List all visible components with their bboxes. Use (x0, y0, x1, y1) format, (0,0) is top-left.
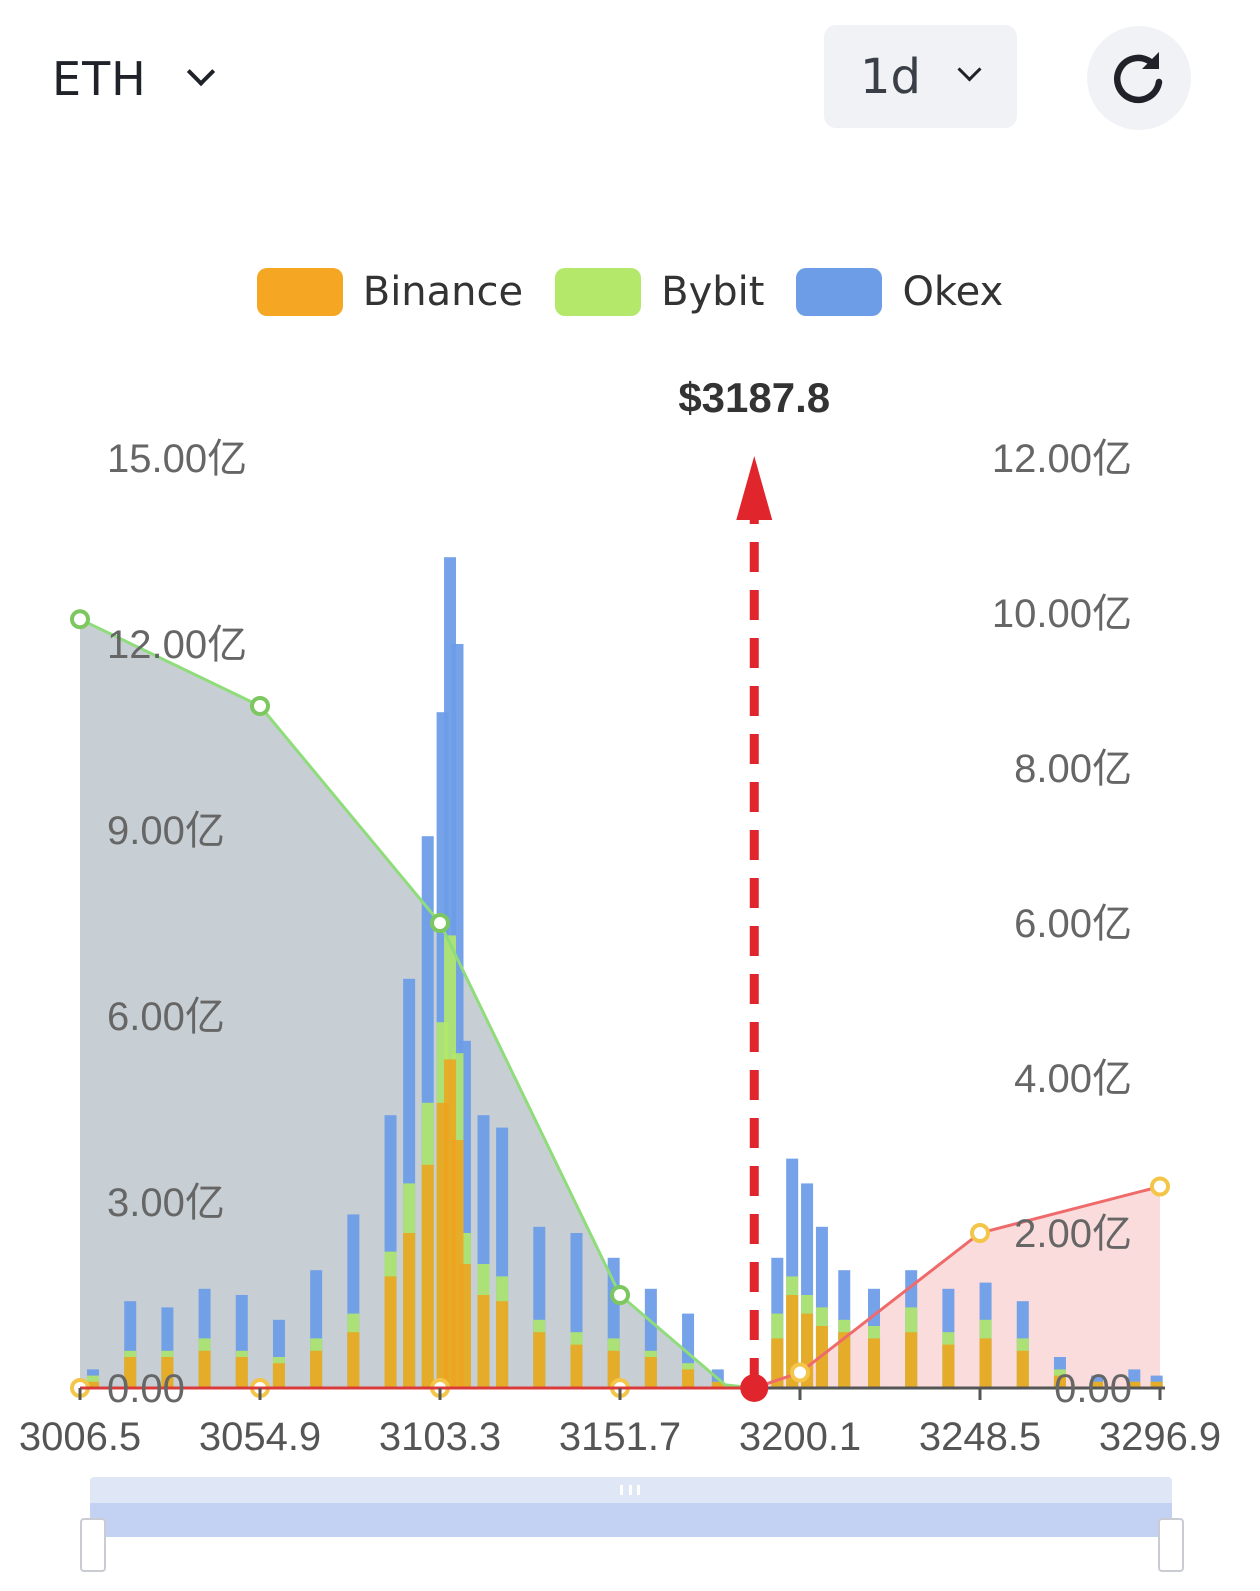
bar (1016, 1350, 1029, 1388)
cumulative-long-area (754, 1186, 1160, 1388)
legend-swatch (256, 268, 343, 316)
current-price-dot (740, 1374, 769, 1402)
left-axis-label: 6.00亿 (107, 995, 225, 1039)
right-axis-label: 8.00亿 (1014, 747, 1132, 791)
short-point (610, 1285, 630, 1305)
interval-label: 1d (860, 48, 922, 105)
short-point (430, 913, 450, 933)
bar (477, 1295, 490, 1388)
bar (458, 1264, 471, 1388)
bar (838, 1332, 851, 1388)
arrow-up-icon (736, 456, 773, 520)
legend-item-okex[interactable]: Okex (796, 268, 1003, 316)
x-tick-label: 3248.5 (919, 1415, 1041, 1459)
short-point (70, 609, 90, 630)
right-axis-label: 12.00亿 (992, 437, 1132, 481)
bar (310, 1350, 323, 1388)
liquidation-chart: 3006.5 3054.9 3103.3 3151.7 3200.1 3248.5 3296… (19, 374, 1221, 1459)
symbol-selector[interactable]: ETH (52, 46, 215, 112)
refresh-icon (1113, 52, 1163, 104)
chevron-down-icon (957, 57, 982, 82)
zoom-slider-selection (90, 1503, 1172, 1537)
zoom-handle-left[interactable] (80, 1518, 106, 1572)
right-axis-label: 4.00亿 (1014, 1057, 1132, 1101)
bar (272, 1363, 285, 1388)
bar (682, 1369, 695, 1388)
x-tick-label: 3296.9 (1099, 1415, 1221, 1459)
bar (1150, 1381, 1163, 1388)
long-point (790, 1362, 810, 1383)
left-axis-label: 12.00亿 (107, 623, 247, 667)
bar (771, 1338, 784, 1388)
legend-swatch (555, 268, 642, 316)
legend-swatch (796, 268, 883, 316)
bar (1091, 1381, 1104, 1388)
bar (979, 1338, 992, 1388)
x-tick-label: 3103.3 (379, 1415, 501, 1459)
bar (533, 1332, 546, 1388)
symbol-label: ETH (52, 52, 147, 106)
left-axis-label: 3.00亿 (107, 1181, 225, 1225)
cumulative-long-line (753, 1185, 1161, 1390)
legend-item-binance[interactable]: Binance (256, 268, 524, 316)
bar (1128, 1381, 1141, 1388)
cumulative-short-area (80, 619, 755, 1388)
bar (1053, 1375, 1066, 1388)
refresh-button[interactable] (1087, 26, 1191, 130)
interval-selector[interactable]: 1d (824, 25, 1017, 128)
cumulative-short-line (79, 617, 755, 1390)
long-point (970, 1223, 990, 1243)
x-tick-label: 3006.5 (19, 1415, 141, 1459)
left-axis-label: 15.00亿 (107, 437, 247, 481)
bar (347, 1332, 360, 1388)
bar (235, 1357, 248, 1388)
bar (198, 1350, 211, 1388)
x-tick-label: 3200.1 (739, 1415, 861, 1459)
chevron-down-icon (186, 57, 215, 87)
bar (421, 1164, 434, 1388)
bar (384, 1276, 397, 1388)
left-axis-label: 0.00 (107, 1367, 185, 1411)
x-tick-label: 3151.7 (559, 1415, 681, 1459)
zoom-grip-icon[interactable] (620, 1485, 640, 1495)
right-axis-label: 10.00亿 (992, 592, 1132, 636)
bar (87, 1381, 100, 1388)
bar (403, 1233, 416, 1388)
left-axis-label: 9.00亿 (107, 809, 225, 853)
bar (161, 1357, 174, 1388)
bar (644, 1357, 657, 1388)
bar (711, 1381, 724, 1388)
long-point (1150, 1176, 1170, 1197)
x-tick-label: 3054.9 (199, 1415, 321, 1459)
header: ETH 1d (0, 0, 1260, 160)
bar (868, 1338, 881, 1388)
legend-label: Okex (902, 269, 1004, 315)
right-axis-label: 6.00亿 (1014, 902, 1132, 946)
legend: Binance Bybit Okex (0, 262, 1260, 322)
bar (496, 1301, 509, 1388)
legend-label: Bybit (661, 269, 765, 315)
series-binance (87, 1059, 1163, 1388)
current-price-label: $3187.8 (678, 374, 830, 421)
bar (570, 1344, 583, 1388)
bar (905, 1332, 918, 1388)
legend-label: Binance (362, 269, 524, 315)
right-axis-label: 0.00 (1054, 1367, 1132, 1411)
right-axis-label: 2.00亿 (1014, 1212, 1132, 1256)
bar (942, 1344, 955, 1388)
short-point (250, 696, 270, 716)
legend-item-bybit[interactable]: Bybit (555, 268, 764, 316)
bar (124, 1357, 137, 1388)
bar (124, 1301, 137, 1388)
zoom-handle-right[interactable] (1158, 1518, 1184, 1572)
